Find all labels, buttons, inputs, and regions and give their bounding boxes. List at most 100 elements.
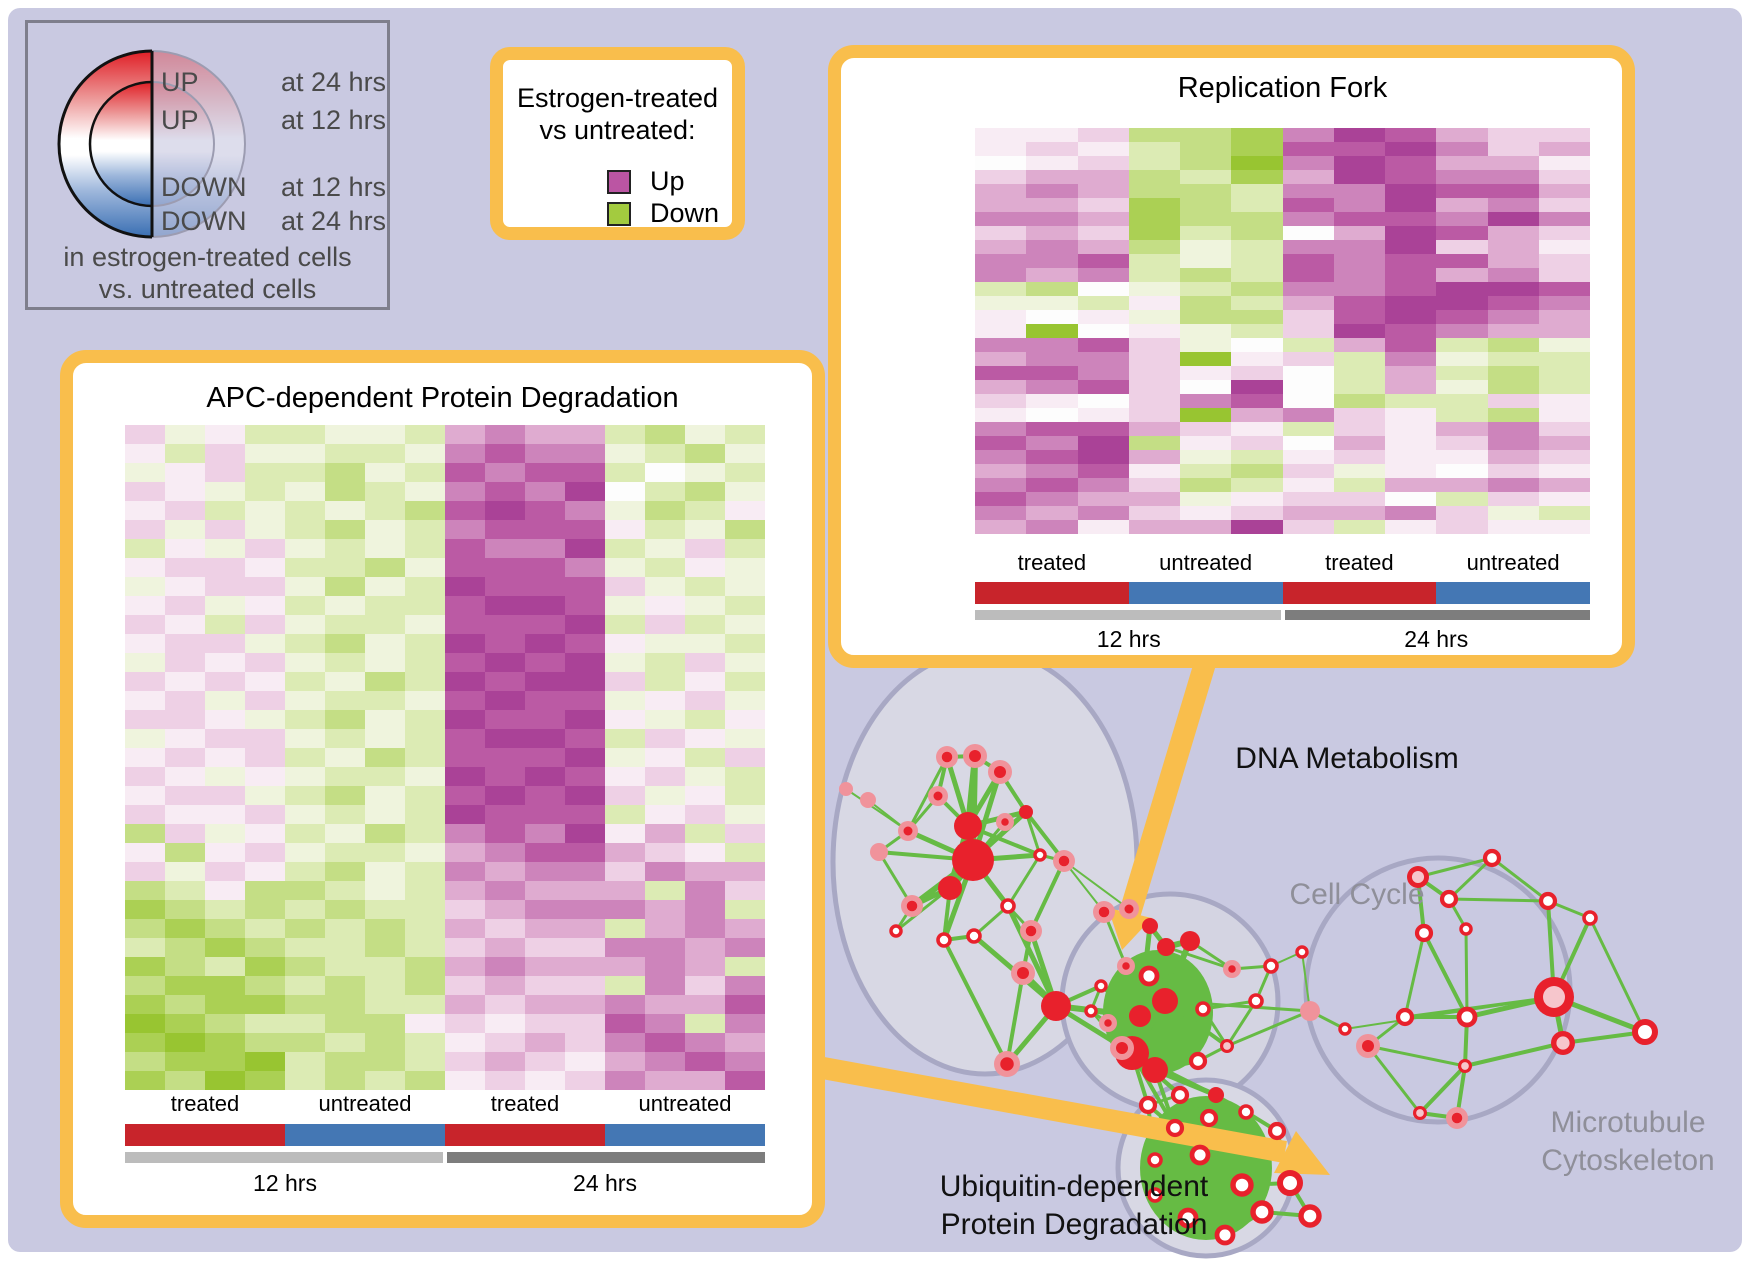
heatmap-cell <box>1180 310 1232 324</box>
heatmap-cell <box>685 900 725 919</box>
heatmap-cell <box>1026 338 1078 352</box>
heatmap-cell <box>405 653 445 672</box>
heatmap-cell <box>1333 464 1385 478</box>
heatmap-cell <box>1436 352 1488 366</box>
heatmap-cell <box>565 520 605 539</box>
heatmap-cell <box>565 501 605 520</box>
heatmap-cell <box>405 957 445 976</box>
network-node <box>1138 1095 1158 1115</box>
network-node <box>1277 1170 1303 1196</box>
heatmap-cell <box>445 843 485 862</box>
heatmap-cell <box>1026 142 1078 156</box>
heatmap-cell <box>1385 212 1437 226</box>
heatmap-cell <box>1487 506 1539 520</box>
heatmap-cell <box>525 501 565 520</box>
updown-gradient-circle <box>57 49 246 239</box>
network-node <box>954 812 982 840</box>
heatmap-cell <box>645 1014 685 1033</box>
heatmap-cell <box>1077 352 1129 366</box>
heatmap-cell <box>485 748 525 767</box>
heatmap-cell <box>1026 282 1078 296</box>
heatmap-cell <box>685 653 725 672</box>
heatmap-cell <box>975 254 1027 268</box>
heatmap-cell <box>1436 394 1488 408</box>
heatmap-cell <box>405 539 445 558</box>
heatmap-cell <box>525 862 565 881</box>
heatmap-cell <box>325 995 365 1014</box>
heatmap-cell <box>1128 478 1180 492</box>
heatmap-cell <box>975 240 1027 254</box>
heatmap-cell <box>1180 352 1232 366</box>
network-node <box>1395 1007 1415 1027</box>
heatmap-cell <box>685 748 725 767</box>
node-core <box>969 750 981 762</box>
heatmap-cell <box>1026 352 1078 366</box>
heatmap-cell <box>565 881 605 900</box>
heatmap-cell <box>1487 212 1539 226</box>
node-solid <box>1129 1005 1151 1027</box>
heatmap-cell <box>525 1071 565 1090</box>
heatmap-cell <box>1436 170 1488 184</box>
heatmap-cell <box>445 824 485 843</box>
heatmap-cell <box>1180 380 1232 394</box>
node-ring <box>966 928 982 944</box>
heatmap-cell <box>1487 310 1539 324</box>
heatmap-cell <box>1077 408 1129 422</box>
heatmap-cell <box>605 881 645 900</box>
heatmap-cell <box>1333 366 1385 380</box>
heatmap-cell <box>245 976 285 995</box>
heatmap-cell <box>1128 464 1180 478</box>
heatmap-cell <box>725 425 765 444</box>
network-node <box>1093 901 1115 923</box>
node-core <box>1122 962 1130 970</box>
heatmap-cell <box>485 995 525 1014</box>
heatmap-cell <box>725 843 765 862</box>
heatmap-cell <box>205 786 245 805</box>
network-edge <box>1422 931 1469 1019</box>
heatmap-cell <box>1436 296 1488 310</box>
heatmap-cell <box>685 444 725 463</box>
heatmap-cell <box>1333 520 1385 534</box>
heatmap-cell <box>725 881 765 900</box>
heatmap-cell <box>645 425 685 444</box>
heatmap-cell <box>1180 282 1232 296</box>
heatmap-cell <box>1231 422 1283 436</box>
treatment-group-label: treated <box>1325 550 1394 575</box>
heatmap-cell <box>1282 422 1334 436</box>
legend-up-24-time: at 24 hrs <box>281 67 387 97</box>
heatmap-cell <box>365 710 405 729</box>
heatmap-cell <box>565 425 605 444</box>
heatmap-cell <box>685 463 725 482</box>
rf-treatment-bar <box>975 582 1590 604</box>
heatmap-cell <box>1436 254 1488 268</box>
heatmap-cell <box>1026 156 1078 170</box>
heatmap-cell <box>445 1071 485 1090</box>
heatmap-cell <box>365 520 405 539</box>
heatmap-cell <box>685 862 725 881</box>
node-center <box>1416 1109 1424 1117</box>
heatmap-cell <box>1026 450 1078 464</box>
heatmap-cell <box>565 729 605 748</box>
network-node <box>1195 1001 1211 1017</box>
color-key-title-line2: vs untreated: <box>539 115 696 145</box>
node-center <box>1556 1036 1570 1050</box>
gradient-legend-box: UP at 24 hrs UP at 12 hrs DOWN at 12 hrs… <box>25 20 390 310</box>
network-edge <box>1163 999 1312 1013</box>
heatmap-cell <box>565 843 605 862</box>
heatmap-cell <box>1333 422 1385 436</box>
heatmap-cell <box>365 957 405 976</box>
heatmap-cell <box>125 463 165 482</box>
heatmap-cell <box>685 995 725 1014</box>
heatmap-cell <box>565 444 605 463</box>
node-solid <box>1208 1087 1224 1103</box>
heatmap-cell <box>605 919 645 938</box>
heatmap-cell <box>725 463 765 482</box>
node-ring <box>1188 1051 1208 1071</box>
node-core <box>903 826 913 836</box>
heatmap-cell <box>1538 310 1590 324</box>
heatmap-cell <box>1077 240 1129 254</box>
heatmap-cell <box>1385 450 1437 464</box>
node-solid <box>1152 988 1178 1014</box>
network-node <box>1110 1036 1134 1060</box>
heatmap-cell <box>205 577 245 596</box>
